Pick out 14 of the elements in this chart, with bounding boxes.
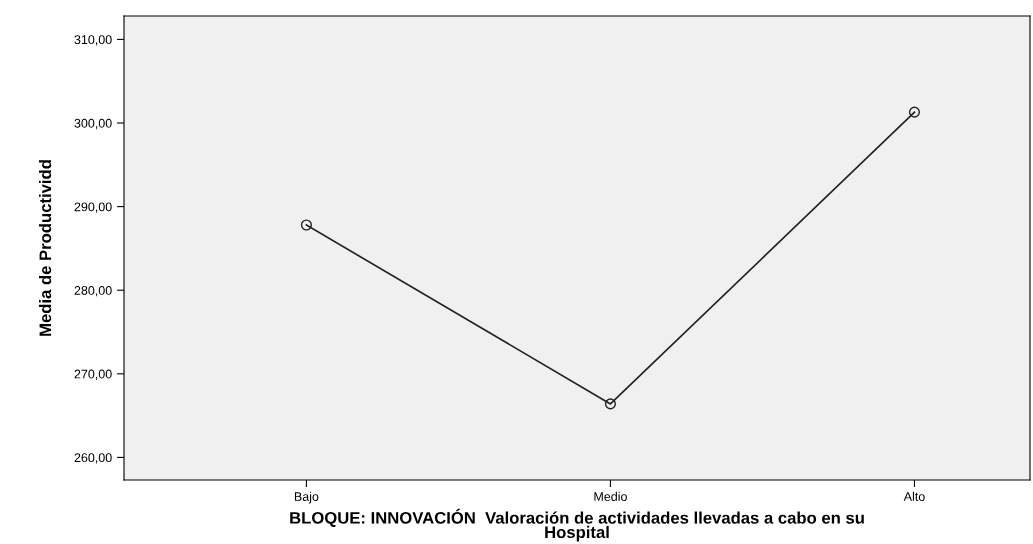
x-tick-label: Alto	[903, 491, 925, 501]
x-tick-label: Bajo	[294, 491, 319, 504]
y-tick-label: 300,00	[74, 118, 112, 130]
y-tick-label: 260,00	[74, 453, 112, 464]
y-axis-title: Media de Productividd	[38, 160, 52, 336]
point	[300, 219, 312, 231]
y-tick-label: 270,00	[74, 369, 112, 380]
point	[908, 106, 921, 118]
x-tick-label: Medio	[594, 491, 627, 501]
x-axis-title: BLOQUE: INNOVACIÓN Valoración de actividades llevadas a cabo en su Hospital	[290, 508, 864, 542]
point	[604, 398, 616, 410]
y-tick-label: 290,00	[74, 202, 112, 213]
y-tick-label: 310,00	[74, 35, 112, 46]
y-tick-label: 280,00	[74, 286, 112, 297]
